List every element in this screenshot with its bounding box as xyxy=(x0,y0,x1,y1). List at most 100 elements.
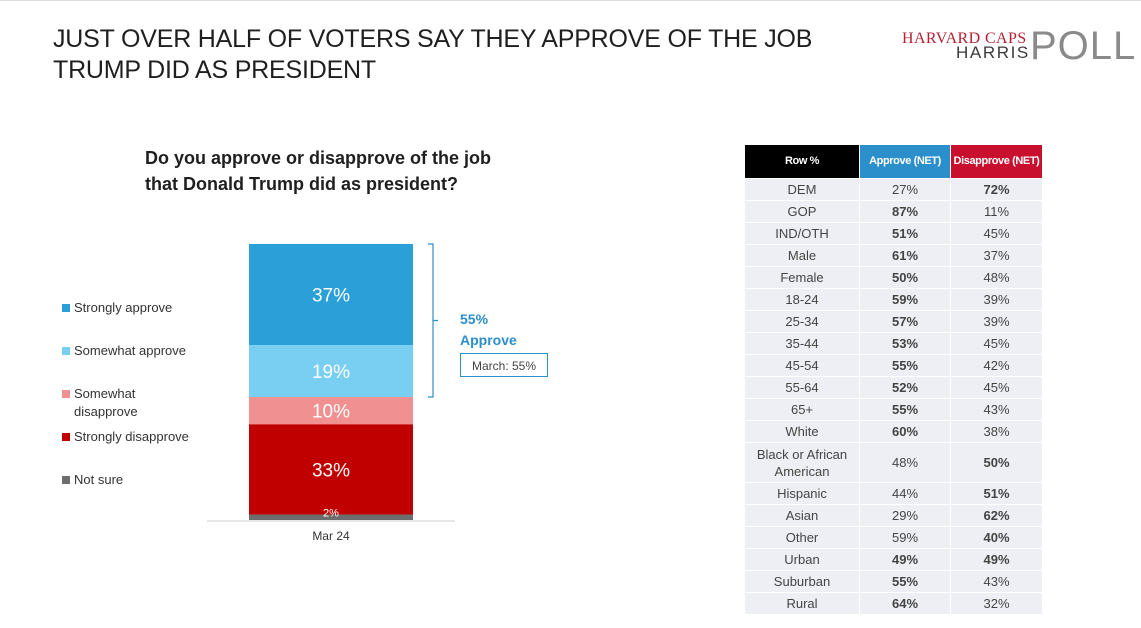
row-label: 25-34 xyxy=(744,310,860,333)
row-label: Suburban xyxy=(744,570,860,593)
disapprove-value: 39% xyxy=(950,310,1043,333)
approve-value: 27% xyxy=(859,178,951,201)
table-row: Hispanic 44% 51% xyxy=(744,482,1043,505)
approve-value: 55% xyxy=(859,570,951,593)
approve-value: 48% xyxy=(859,442,951,483)
page-title: JUST OVER HALF OF VOTERS SAY THEY APPROV… xyxy=(53,25,813,84)
approve-value: 44% xyxy=(859,482,951,505)
demographic-table: Row % Approve (NET) Disapprove (NET) DEM… xyxy=(744,144,1043,615)
bar-segment-strongly-approve xyxy=(249,244,413,346)
row-label: Female xyxy=(744,266,860,289)
table-row: Asian 29% 62% xyxy=(744,504,1043,527)
march-comparison-box: March: 55% xyxy=(460,353,548,377)
row-label: White xyxy=(744,420,860,443)
header-approve-net: Approve (NET) xyxy=(859,144,951,179)
disapprove-value: 43% xyxy=(950,570,1043,593)
disapprove-value: 49% xyxy=(950,548,1043,571)
legend-swatch xyxy=(62,304,70,312)
approve-value: 49% xyxy=(859,548,951,571)
row-label: 65+ xyxy=(744,398,860,421)
bar-label-strongly-disapprove: 33% xyxy=(312,460,350,481)
top-divider xyxy=(0,0,1141,1)
bar-segment-strongly-disapprove xyxy=(249,424,413,515)
disapprove-value: 32% xyxy=(950,592,1043,615)
row-label: 18-24 xyxy=(744,288,860,311)
table-row: White 60% 38% xyxy=(744,420,1043,443)
table-row: 55-64 52% 45% xyxy=(744,376,1043,399)
table-row: Rural 64% 32% xyxy=(744,592,1043,615)
approve-value: 50% xyxy=(859,266,951,289)
approve-value: 59% xyxy=(859,526,951,549)
legend-swatch xyxy=(62,433,70,441)
row-label: Asian xyxy=(744,504,860,527)
approve-value: 29% xyxy=(859,504,951,527)
table-row: 45-54 55% 42% xyxy=(744,354,1043,377)
legend-item-somewhat-disapprove: Somewhat disapprove xyxy=(62,385,164,421)
table-row: Suburban 55% 43% xyxy=(744,570,1043,593)
table-row: 25-34 57% 39% xyxy=(744,310,1043,333)
table-row: Urban 49% 49% xyxy=(744,548,1043,571)
approve-value: 55% xyxy=(859,398,951,421)
disapprove-value: 45% xyxy=(950,332,1043,355)
bar-label-somewhat-approve: 19% xyxy=(312,362,350,383)
approve-value: 60% xyxy=(859,420,951,443)
disapprove-value: 72% xyxy=(950,178,1043,201)
legend-label: Strongly approve xyxy=(74,300,173,315)
approve-value: 57% xyxy=(859,310,951,333)
approve-value: 64% xyxy=(859,592,951,615)
logo-poll: POLL xyxy=(1030,24,1137,68)
legend-label: Somewhat disapprove xyxy=(74,386,138,419)
disapprove-value: 45% xyxy=(950,376,1043,399)
legend-item-not-sure: Not sure xyxy=(62,471,214,489)
approve-value: 51% xyxy=(859,222,951,245)
legend-swatch xyxy=(62,476,70,484)
row-label: 55-64 xyxy=(744,376,860,399)
row-label: GOP xyxy=(744,200,860,223)
harvard-caps-harris-poll-logo: HARVARD CAPS HARRIS POLL xyxy=(898,24,1135,68)
disapprove-value: 45% xyxy=(950,222,1043,245)
disapprove-value: 39% xyxy=(950,288,1043,311)
legend-label: Somewhat approve xyxy=(74,343,187,358)
disapprove-value: 38% xyxy=(950,420,1043,443)
disapprove-value: 42% xyxy=(950,354,1043,377)
logo-harris: HARRIS xyxy=(956,43,1030,62)
approve-value: 59% xyxy=(859,288,951,311)
legend-item-strongly-disapprove: Strongly disapprove xyxy=(62,428,214,446)
survey-question: Do you approve or disapprove of the job … xyxy=(145,148,492,194)
bar-segment-somewhat-disapprove xyxy=(249,397,413,425)
table-row: 35-44 53% 45% xyxy=(744,332,1043,355)
bar-segment-not-sure xyxy=(249,514,413,520)
table-row: Other 59% 40% xyxy=(744,526,1043,549)
table-row: Black or African American 48% 50% xyxy=(744,442,1043,483)
disapprove-value: 37% xyxy=(950,244,1043,267)
row-label: IND/OTH xyxy=(744,222,860,245)
bar-segment-somewhat-approve xyxy=(249,345,413,398)
table-row: 65+ 55% 43% xyxy=(744,398,1043,421)
net-approve-value: 55% xyxy=(460,311,489,327)
table-row: Female 50% 48% xyxy=(744,266,1043,289)
row-label: 35-44 xyxy=(744,332,860,355)
legend-swatch xyxy=(62,347,70,355)
bar-label-somewhat-disapprove: 10% xyxy=(312,402,350,423)
legend-item-somewhat-approve: Somewhat approve xyxy=(62,342,214,360)
row-label: Rural xyxy=(744,592,860,615)
disapprove-value: 11% xyxy=(950,200,1043,223)
approve-value: 61% xyxy=(859,244,951,267)
approve-bracket xyxy=(428,243,438,398)
row-label: Black or African American xyxy=(744,442,860,483)
table-row: IND/OTH 51% 45% xyxy=(744,222,1043,245)
disapprove-value: 51% xyxy=(950,482,1043,505)
table-row: DEM 27% 72% xyxy=(744,178,1043,201)
disapprove-value: 40% xyxy=(950,526,1043,549)
header-row-pct: Row % xyxy=(744,144,860,179)
row-label: Hispanic xyxy=(744,482,860,505)
legend-label: Not sure xyxy=(74,472,124,487)
net-approve-label: Approve xyxy=(460,332,517,348)
net-approve-callout: 55% Approve xyxy=(460,309,517,351)
disapprove-value: 50% xyxy=(950,442,1043,483)
table-row: Male 61% 37% xyxy=(744,244,1043,267)
row-label: Male xyxy=(744,244,860,267)
table-row: GOP 87% 11% xyxy=(744,200,1043,223)
disapprove-value: 43% xyxy=(950,398,1043,421)
